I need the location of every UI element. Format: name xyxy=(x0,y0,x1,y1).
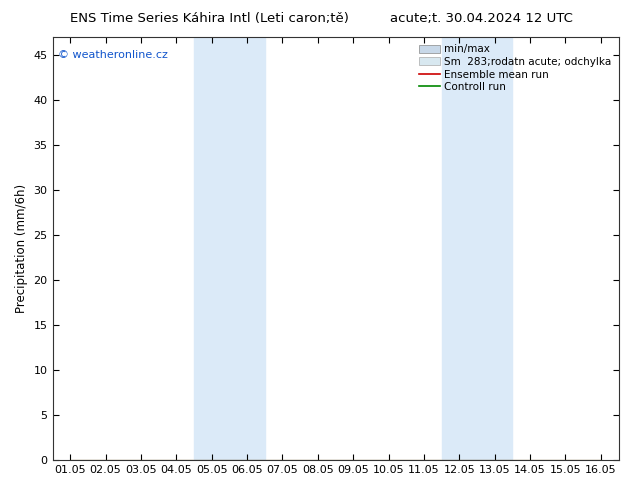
Bar xyxy=(194,37,265,460)
Text: © weatheronline.cz: © weatheronline.cz xyxy=(58,50,168,60)
Text: acute;t. 30.04.2024 12 UTC: acute;t. 30.04.2024 12 UTC xyxy=(391,12,573,25)
Y-axis label: Precipitation (mm/6h): Precipitation (mm/6h) xyxy=(15,184,28,313)
Text: ENS Time Series Káhira Intl (Leti caron;tě): ENS Time Series Káhira Intl (Leti caron;… xyxy=(70,12,349,25)
Bar xyxy=(442,37,512,460)
Legend: min/max, Sm  283;rodatn acute; odchylka, Ensemble mean run, Controll run: min/max, Sm 283;rodatn acute; odchylka, … xyxy=(417,42,613,94)
